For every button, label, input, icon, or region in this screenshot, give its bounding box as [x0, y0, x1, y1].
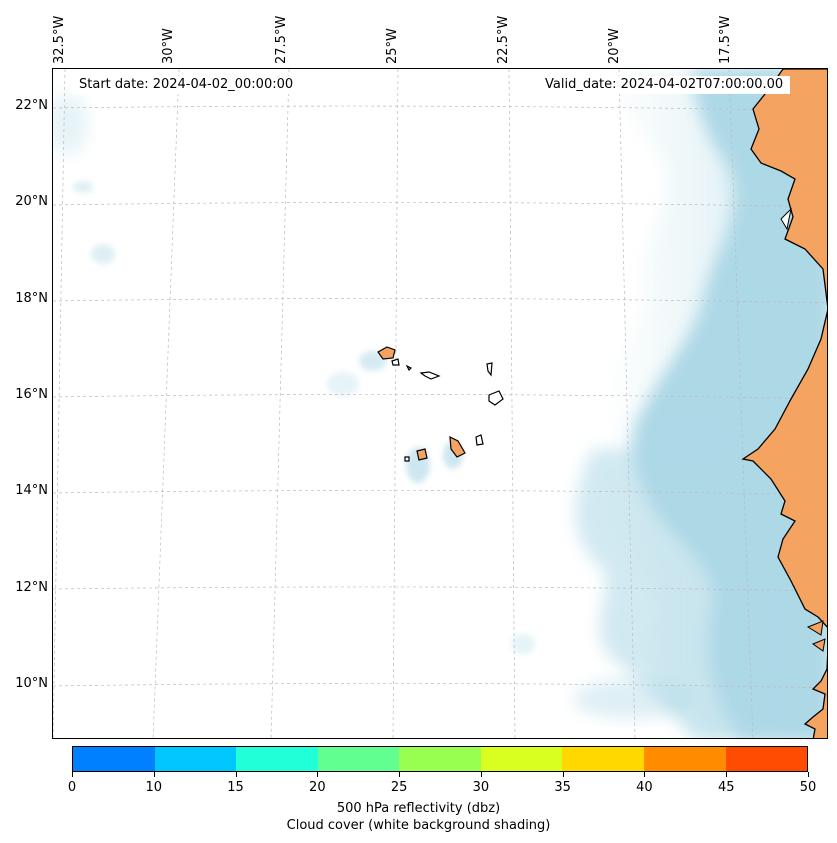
- island-santa-luzia: [405, 364, 413, 372]
- colorbar-tick: [235, 772, 237, 777]
- reflectivity-colorbar: [72, 746, 808, 772]
- colorbar-segment: [317, 747, 400, 771]
- lat-label-18n: 18°N: [15, 291, 48, 306]
- colorbar-segment: [725, 747, 808, 771]
- coast-inlet: [780, 207, 792, 231]
- colorbar-tick-label: 25: [390, 780, 408, 795]
- colorbar-tick: [644, 772, 646, 777]
- colorbar-tick: [726, 772, 728, 777]
- island-santo-antao: [377, 346, 396, 360]
- lon-label-27.5w: 27.5°W: [274, 15, 289, 64]
- colorbar-tick-label: 30: [472, 780, 490, 795]
- lon-label-30w: 30°W: [161, 28, 176, 64]
- lat-label-12n: 12°N: [15, 580, 48, 595]
- colorbar-tick-label: 50: [799, 780, 817, 795]
- colorbar-tick-label: 10: [145, 780, 163, 795]
- cape-verde-islands: [377, 346, 504, 462]
- colorbar-segment: [236, 747, 318, 771]
- colorbar-tick-label: 40: [636, 780, 653, 795]
- map-canvas: [53, 69, 827, 738]
- colorbar-tick-label: 0: [67, 780, 77, 795]
- colorbar-tick: [317, 772, 319, 777]
- colorbar-tick: [153, 772, 155, 777]
- lat-label-16n: 16°N: [15, 387, 48, 402]
- colorbar-segment: [73, 747, 155, 771]
- colorbar-segment: [480, 747, 563, 771]
- graticule: [53, 69, 827, 738]
- valid-date-label: Valid_date: 2024-04-02T07:00:00.00: [538, 76, 791, 94]
- colorbar-tick-label: 20: [309, 780, 326, 795]
- lat-label-20n: 20°N: [15, 194, 48, 209]
- island-sal: [486, 362, 493, 377]
- colorbar-segment: [399, 747, 481, 771]
- lat-label-22n: 22°N: [15, 98, 48, 113]
- colorbar-tick: [399, 772, 401, 777]
- colorbar-tick-label: 45: [717, 780, 735, 795]
- west-africa-land: [741, 69, 827, 738]
- island-fogo: [416, 448, 428, 461]
- colorbar-tick: [480, 772, 482, 777]
- lon-label-20w: 20°W: [607, 28, 622, 64]
- island-sao-nicolau: [419, 371, 441, 380]
- lon-label-22.5w: 22.5°W: [496, 15, 511, 64]
- colorbar-tick: [808, 772, 809, 777]
- colorbar-title-line2: Cloud cover (white background shading): [286, 818, 551, 833]
- lon-label-25w: 25°W: [385, 28, 400, 64]
- colorbar-title-line1: 500 hPa reflectivity (dbz): [336, 801, 501, 816]
- colorbar-segment: [154, 747, 237, 771]
- cloud-cover: [53, 69, 827, 738]
- island-santiago: [449, 435, 466, 458]
- island-sao-vicente: [391, 358, 400, 366]
- colorbar-tick-label: 35: [554, 780, 571, 795]
- lon-label-17.5w: 17.5°W: [718, 15, 733, 64]
- lat-label-14n: 14°N: [15, 483, 48, 498]
- colorbar-tick: [562, 772, 564, 777]
- colorbar-tick-label: 15: [227, 780, 244, 795]
- island-maio: [475, 434, 484, 446]
- map-panel[interactable]: [52, 68, 828, 739]
- start-date-label: Start date: 2024-04-02_00:00:00: [72, 76, 301, 94]
- island-boa-vista: [488, 390, 504, 406]
- colorbar-segment: [643, 747, 726, 771]
- island-brava: [404, 456, 410, 462]
- colorbar-tick: [72, 772, 73, 777]
- lon-label-32.5w: 32.5°W: [52, 15, 67, 64]
- lat-label-10n: 10°N: [15, 676, 48, 691]
- bissagos-islands: [806, 620, 826, 652]
- colorbar-segment: [562, 747, 644, 771]
